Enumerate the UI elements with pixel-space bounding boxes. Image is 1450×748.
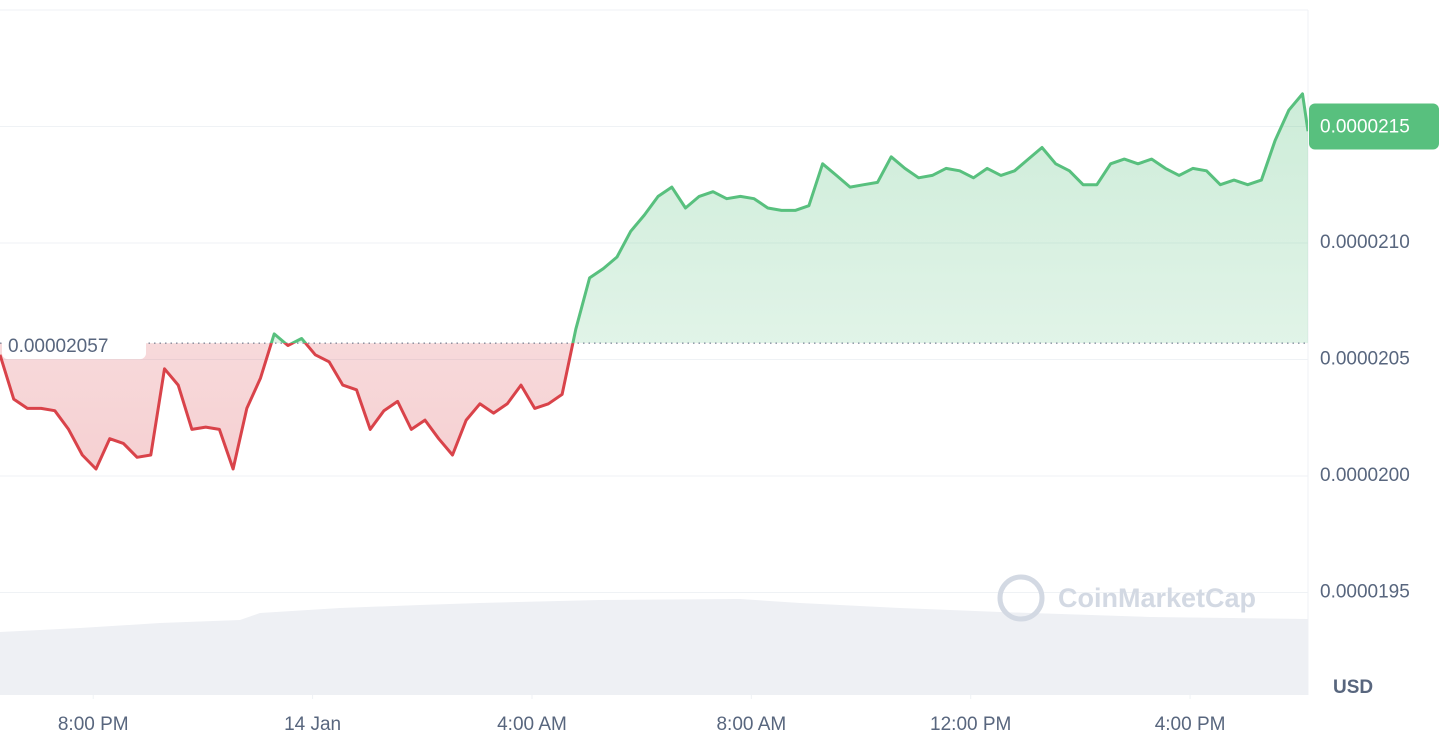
price-line-down [0,343,575,471]
area-down [0,343,573,469]
volume-backdrop [0,599,1308,695]
y-tick-label: 0.0000200 [1320,465,1410,486]
y-tick-label: 0.0000195 [1320,581,1410,602]
current-price-label: 0.0000215 [1320,117,1410,138]
x-tick-label: 4:00 AM [497,714,567,735]
baseline-label-bg [2,327,146,360]
price-line-up [269,92,1308,344]
baseline-label: 0.00002057 [8,336,108,357]
plot-layer: 0.0000195 0.0000200 0.0000205 0.0000210 0.00… [0,92,1439,735]
x-tick-label: 4:00 PM [1155,714,1226,735]
watermark: CoinMarketCap [1058,583,1256,613]
y-tick-label: 0.0000210 [1320,232,1410,253]
watermark-logo [997,574,1045,622]
x-tick-label: 8:00 AM [716,714,786,735]
x-tick-label: 12:00 PM [930,714,1011,735]
currency-label: USD [1333,677,1373,698]
x-tick-label: 8:00 PM [58,714,129,735]
current-price-badge [1309,103,1439,150]
area-up [0,93,1308,344]
x-tick-label: 14 Jan [284,714,341,735]
y-tick-label: 0.0000205 [1320,349,1410,370]
